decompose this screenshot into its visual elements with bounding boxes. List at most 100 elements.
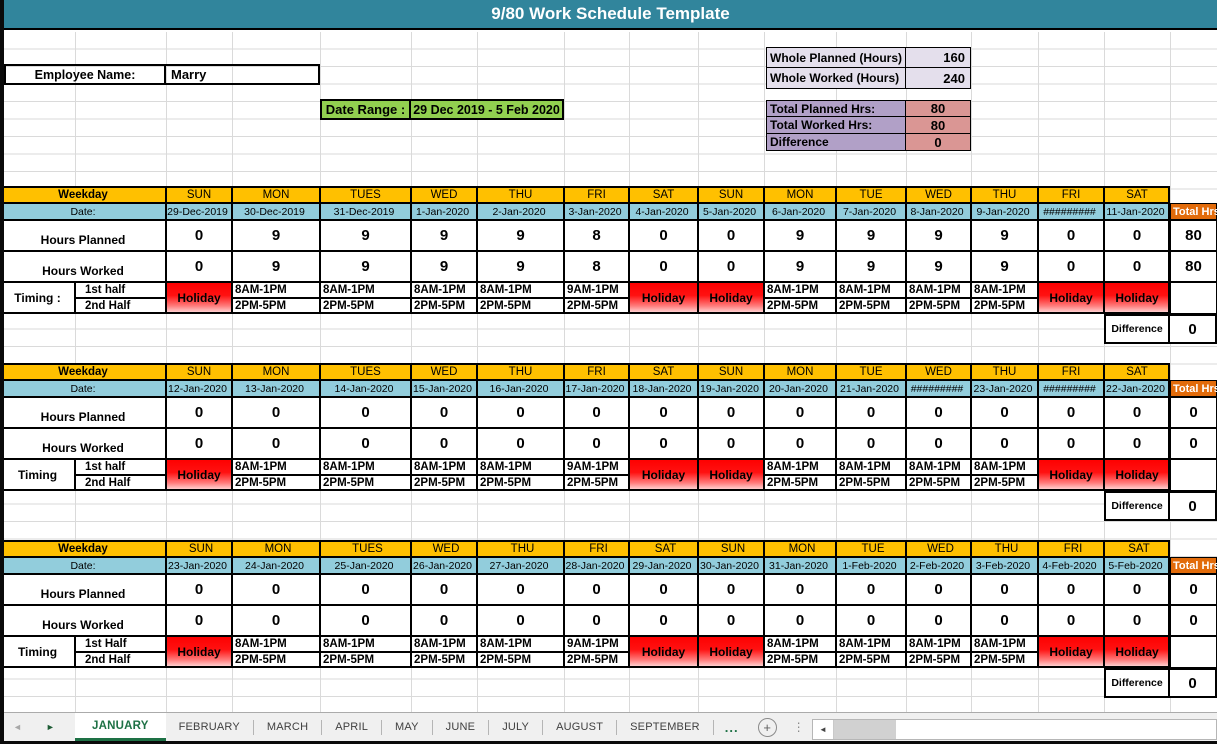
hours-planned-label[interactable]: Hours Planned (0, 220, 166, 251)
timing-second-half-cell[interactable]: 2PM-5PM (477, 475, 564, 491)
hours-worked-cell[interactable]: 0 (477, 428, 564, 459)
difference-label-cell[interactable]: Difference (1104, 668, 1170, 698)
date-cell[interactable]: 30-Dec-2019 (232, 203, 320, 220)
hours-planned-cell[interactable]: 0 (320, 397, 411, 428)
hours-worked-cell[interactable]: 0 (971, 605, 1038, 636)
date-cell[interactable]: 4-Jan-2020 (629, 203, 698, 220)
weekday-header-cell[interactable]: TUES (320, 363, 411, 380)
sheet-tab-august[interactable]: AUGUST (556, 721, 604, 733)
timing-second-half-cell[interactable]: 2PM-5PM (564, 652, 629, 668)
timing-second-half-cell[interactable]: 2PM-5PM (477, 652, 564, 668)
timing-first-half-cell[interactable]: 8AM-1PM (906, 459, 971, 475)
hours-planned-cell[interactable]: 0 (564, 397, 629, 428)
whole-planned-value-cell[interactable]: 160 (906, 47, 971, 68)
date-cell[interactable]: 3-Feb-2020 (971, 557, 1038, 574)
hours-planned-cell[interactable]: 0 (836, 574, 906, 605)
more-sheets-button[interactable]: ... (724, 719, 739, 735)
hours-worked-cell[interactable]: 9 (764, 251, 836, 282)
hours-planned-cell[interactable]: 0 (411, 397, 477, 428)
timing-second-half-cell[interactable]: 2PM-5PM (411, 298, 477, 314)
hours-worked-cell[interactable]: 0 (906, 428, 971, 459)
timing-second-half-cell[interactable]: 2PM-5PM (971, 475, 1038, 491)
weekday-header-label[interactable]: Weekday (0, 363, 166, 380)
weekday-header-label[interactable]: Weekday (0, 540, 166, 557)
date-cell[interactable]: 12-Jan-2020 (166, 380, 232, 397)
hours-worked-cell[interactable]: 9 (971, 251, 1038, 282)
date-cell[interactable]: 23-Jan-2020 (971, 380, 1038, 397)
date-cell[interactable]: 14-Jan-2020 (320, 380, 411, 397)
timing-first-half-cell[interactable]: 9AM-1PM (564, 282, 629, 298)
hours-worked-cell[interactable]: 0 (232, 605, 320, 636)
timing-second-half-cell[interactable]: 2PM-5PM (906, 298, 971, 314)
date-cell[interactable]: 5-Feb-2020 (1104, 557, 1170, 574)
hours-planned-cell[interactable]: 0 (629, 220, 698, 251)
date-cell[interactable]: 2-Feb-2020 (906, 557, 971, 574)
total-worked-value-cell[interactable]: 80 (906, 117, 971, 134)
hours-planned-cell[interactable]: 0 (971, 397, 1038, 428)
hours-worked-cell[interactable]: 0 (564, 605, 629, 636)
timing-second-half-cell[interactable]: 2PM-5PM (971, 298, 1038, 314)
timing-first-half-cell[interactable]: 9AM-1PM (564, 459, 629, 475)
weekday-header-cell[interactable]: THU (477, 540, 564, 557)
first-half-label[interactable]: 1st half (75, 459, 166, 475)
timing-second-half-cell[interactable]: 2PM-5PM (411, 475, 477, 491)
hours-planned-cell[interactable]: 0 (764, 397, 836, 428)
date-cell[interactable]: 26-Jan-2020 (411, 557, 477, 574)
hours-worked-cell[interactable]: 0 (1104, 605, 1170, 636)
total-worked-cell[interactable]: 0 (1170, 428, 1217, 459)
date-cell[interactable]: 9-Jan-2020 (971, 203, 1038, 220)
total-worked-label-cell[interactable]: Total Worked Hrs: (766, 117, 906, 134)
hours-worked-cell[interactable]: 0 (166, 428, 232, 459)
hours-planned-cell[interactable]: 9 (971, 220, 1038, 251)
hours-planned-cell[interactable]: 9 (477, 220, 564, 251)
date-cell[interactable]: 19-Jan-2020 (698, 380, 764, 397)
date-cell[interactable]: 24-Jan-2020 (232, 557, 320, 574)
date-cell[interactable]: ######### (1038, 380, 1104, 397)
difference-value-cell[interactable]: 0 (1170, 491, 1217, 521)
date-cell[interactable]: 18-Jan-2020 (629, 380, 698, 397)
timing-first-half-cell[interactable]: 8AM-1PM (411, 636, 477, 652)
date-cell[interactable]: 15-Jan-2020 (411, 380, 477, 397)
weekday-header-cell[interactable]: FRI (564, 540, 629, 557)
second-half-label[interactable]: 2nd Half (75, 475, 166, 491)
timing-second-half-cell[interactable]: 2PM-5PM (564, 298, 629, 314)
date-cell[interactable]: 5-Jan-2020 (698, 203, 764, 220)
weekday-header-cell[interactable]: THU (971, 186, 1038, 203)
date-cell[interactable]: 30-Jan-2020 (698, 557, 764, 574)
hours-worked-cell[interactable]: 0 (477, 605, 564, 636)
difference-value-cell[interactable]: 0 (1170, 668, 1217, 698)
hours-worked-cell[interactable]: 9 (232, 251, 320, 282)
hours-planned-cell[interactable]: 0 (320, 574, 411, 605)
hours-planned-cell[interactable]: 0 (232, 574, 320, 605)
timing-first-half-cell[interactable]: 8AM-1PM (232, 636, 320, 652)
holiday-cell[interactable]: Holiday (166, 636, 232, 668)
hours-planned-cell[interactable]: 0 (1104, 574, 1170, 605)
weekday-header-cell[interactable]: WED (906, 363, 971, 380)
timing-second-half-cell[interactable]: 2PM-5PM (320, 298, 411, 314)
whole-planned-label-cell[interactable]: Whole Planned (Hours) (766, 47, 906, 68)
hours-worked-cell[interactable]: 0 (1038, 605, 1104, 636)
sheet-tab-january[interactable]: JANUARY (75, 713, 166, 741)
holiday-cell[interactable]: Holiday (698, 282, 764, 314)
hours-worked-cell[interactable]: 0 (629, 605, 698, 636)
hours-worked-cell[interactable]: 0 (564, 428, 629, 459)
employee-name-value-cell[interactable]: Marry (166, 64, 320, 85)
date-cell[interactable]: 28-Jan-2020 (564, 557, 629, 574)
hours-worked-cell[interactable]: 0 (1038, 428, 1104, 459)
hours-planned-cell[interactable]: 0 (698, 220, 764, 251)
timing-first-half-cell[interactable]: 8AM-1PM (764, 636, 836, 652)
first-half-label[interactable]: 1st half (75, 282, 166, 298)
hours-worked-label[interactable]: Hours Worked (0, 251, 166, 282)
timing-first-half-cell[interactable]: 8AM-1PM (232, 282, 320, 298)
weekday-header-cell[interactable]: THU (971, 540, 1038, 557)
date-cell[interactable]: 31-Jan-2020 (764, 557, 836, 574)
sheet-tab-september[interactable]: SEPTEMBER (630, 721, 700, 733)
hours-worked-label[interactable]: Hours Worked (0, 428, 166, 459)
holiday-cell[interactable]: Holiday (166, 282, 232, 314)
timing-first-half-cell[interactable]: 8AM-1PM (836, 636, 906, 652)
holiday-cell[interactable]: Holiday (629, 636, 698, 668)
weekday-header-cell[interactable]: SUN (698, 186, 764, 203)
hours-worked-cell[interactable]: 0 (1038, 251, 1104, 282)
weekday-header-cell[interactable]: SUN (166, 540, 232, 557)
weekday-header-cell[interactable]: FRI (1038, 363, 1104, 380)
